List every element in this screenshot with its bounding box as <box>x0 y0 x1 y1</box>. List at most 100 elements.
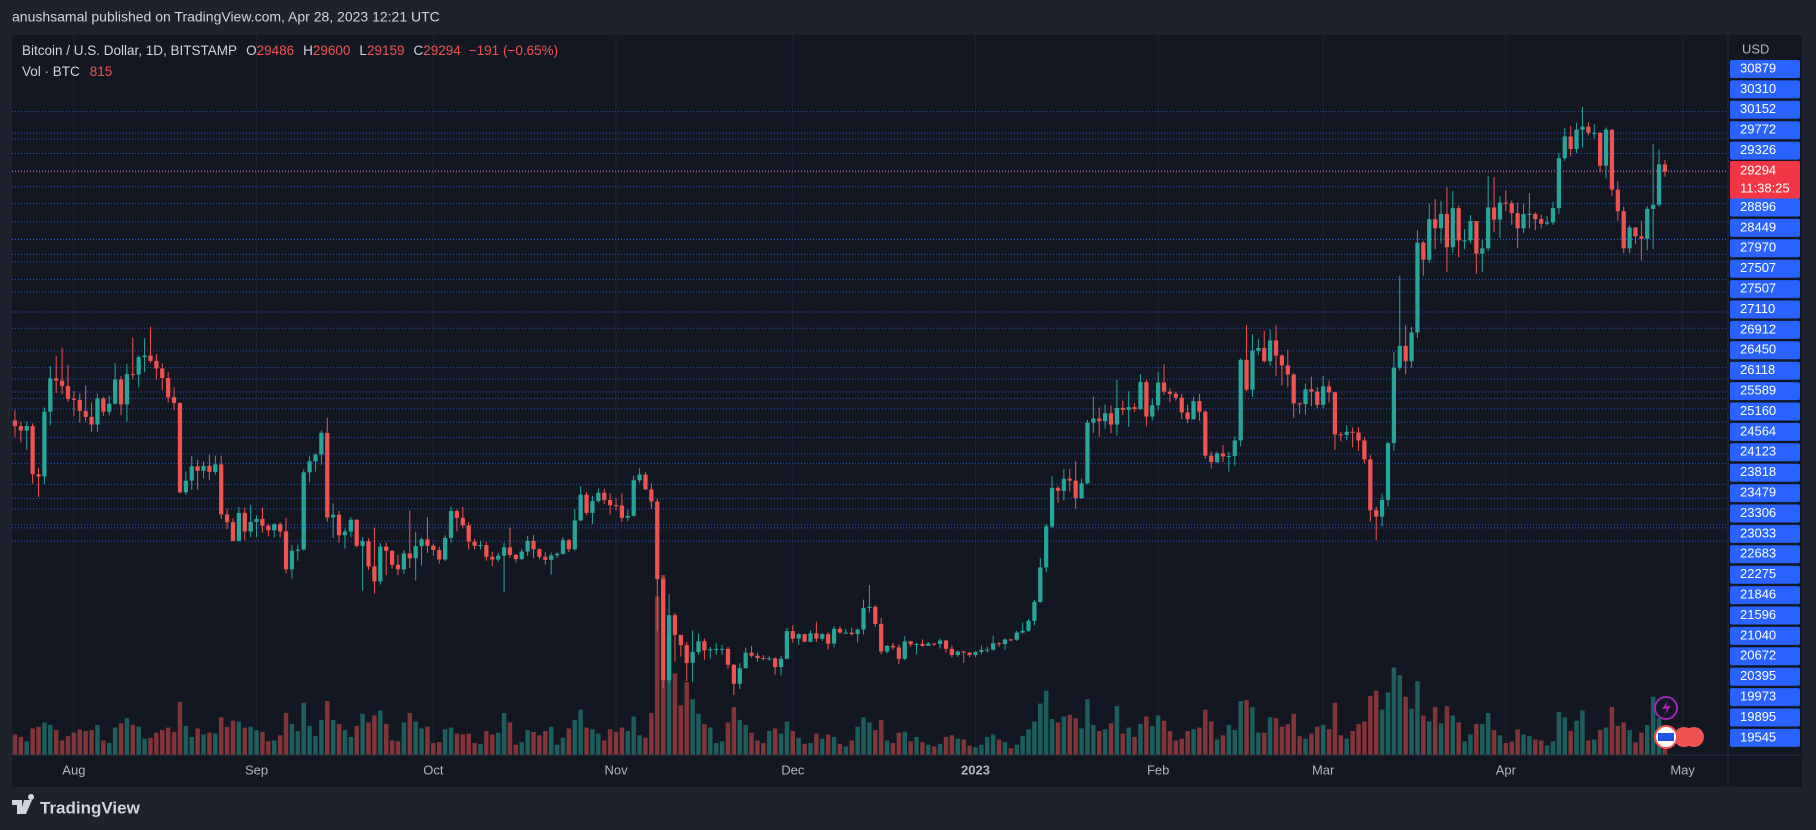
volume-bar <box>1650 696 1656 755</box>
event-icon[interactable] <box>1674 727 1694 747</box>
candle-body <box>142 355 147 358</box>
volume-bar <box>1391 667 1397 755</box>
candle-body <box>890 645 896 648</box>
volume-bar <box>755 740 760 755</box>
candle-body <box>1214 453 1220 463</box>
candle-body <box>219 464 224 515</box>
volume-bar <box>949 735 955 755</box>
price-line-badge <box>1730 545 1800 564</box>
candle-body <box>1244 359 1249 390</box>
candle-body <box>1633 227 1638 237</box>
volume-bar <box>867 722 872 755</box>
volume-bar <box>189 737 194 755</box>
volume-bar <box>990 734 996 755</box>
candle-body <box>213 464 218 472</box>
volume-bar <box>1562 717 1568 755</box>
volume-bar <box>831 737 837 755</box>
candle-body <box>1385 443 1391 500</box>
candle-body <box>1232 440 1237 457</box>
symbol-title: Bitcoin / U.S. Dollar, 1D, BITSTAMP <box>22 43 237 58</box>
volume-bar <box>183 725 189 755</box>
candle-body <box>342 531 348 536</box>
candle-body <box>767 658 772 660</box>
candle-body <box>619 505 625 518</box>
candle-body <box>1203 411 1208 456</box>
price-line-label: 23818 <box>1740 464 1776 479</box>
candle-body <box>289 550 295 570</box>
volume-bar <box>1244 700 1249 755</box>
volume-bar <box>1315 726 1320 755</box>
price-line-badge <box>1730 218 1800 237</box>
volume-bar <box>761 743 766 755</box>
volume-bar <box>1403 696 1408 755</box>
volume-bar <box>283 713 289 755</box>
candle-body <box>719 648 725 650</box>
volume-bar <box>1603 727 1609 755</box>
volume-bar <box>1362 721 1367 755</box>
x-tick-label: Nov <box>604 762 628 777</box>
volume-bar <box>920 742 925 755</box>
volume-bar <box>495 732 501 755</box>
event-icon[interactable] <box>1654 696 1678 720</box>
candle-body <box>602 492 607 500</box>
price-line-label: 22275 <box>1740 566 1776 581</box>
candle-body <box>826 634 831 644</box>
candle-body <box>1321 386 1326 405</box>
price-line-badge <box>1730 422 1800 441</box>
candle-body <box>1368 459 1373 511</box>
volume-bar <box>690 699 695 755</box>
volume-bar <box>655 596 660 755</box>
candle-body <box>572 520 577 550</box>
candle-body <box>666 615 672 680</box>
price-line-badge <box>1730 484 1800 503</box>
volume-bar <box>837 743 843 755</box>
low-value: 29159 <box>367 43 405 58</box>
candle-body <box>201 465 206 471</box>
candle-body <box>260 518 265 526</box>
volume-bar <box>277 735 283 755</box>
price-line-label: 19895 <box>1740 709 1776 724</box>
published-note: anushsamal published on TradingView.com,… <box>12 9 440 25</box>
x-tick-label: Apr <box>1496 762 1517 777</box>
candle-body <box>1562 136 1567 159</box>
candle-body <box>991 643 996 650</box>
volume-bar <box>1079 728 1084 755</box>
candle-body <box>1055 487 1061 491</box>
candle-body <box>248 521 253 532</box>
price-line-label: 30310 <box>1740 81 1776 96</box>
candle-body <box>708 649 713 651</box>
volume-bar <box>101 740 106 755</box>
candle-body <box>1379 499 1385 517</box>
candle-body <box>283 531 289 570</box>
volume-bar <box>1102 729 1108 755</box>
volume-bar <box>1397 675 1403 755</box>
candle-body <box>531 540 536 550</box>
price-line-badge <box>1730 300 1800 319</box>
volume-bar <box>601 740 607 755</box>
price-line-badge <box>1730 361 1800 380</box>
volume-bar <box>436 742 442 755</box>
candle-body <box>796 634 801 639</box>
candle-body <box>1291 374 1296 404</box>
candle-body <box>831 628 837 644</box>
price-line-badge <box>1730 341 1800 360</box>
candle-body <box>684 645 689 663</box>
candle-body <box>389 550 395 565</box>
volume-bar <box>914 737 919 755</box>
candle-body <box>1621 211 1626 249</box>
volume-bar <box>360 713 365 755</box>
volume-bar <box>1114 706 1120 755</box>
candle-body <box>1356 432 1361 441</box>
volume-bar <box>684 682 689 755</box>
volume-bar <box>1591 739 1597 755</box>
candle-body <box>1645 208 1650 239</box>
volume-bar <box>1468 734 1473 755</box>
chart-frame <box>12 35 1802 787</box>
volume-bar <box>1120 733 1126 755</box>
volume-bar <box>242 727 248 755</box>
volume-bar <box>24 741 29 755</box>
volume-bar <box>319 719 324 755</box>
candle-body <box>1409 332 1414 362</box>
candle-body <box>973 651 978 655</box>
volume-bar <box>1220 735 1226 755</box>
